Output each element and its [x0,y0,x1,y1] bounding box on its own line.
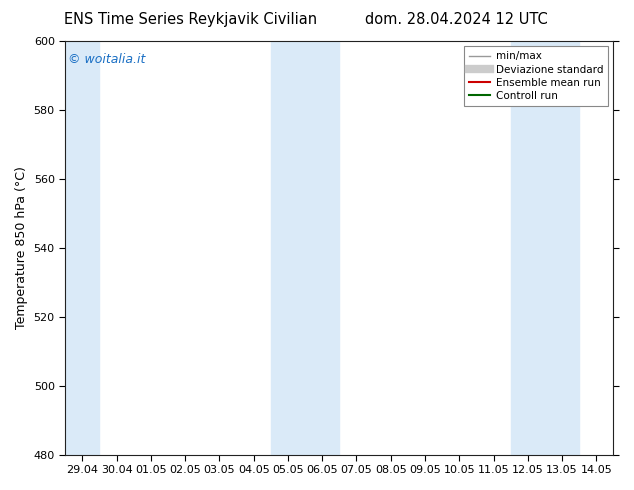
Bar [510,41,579,455]
Bar [271,41,339,455]
Bar [65,41,100,455]
Legend: min/max, Deviazione standard, Ensemble mean run, Controll run: min/max, Deviazione standard, Ensemble m… [464,46,608,106]
Text: dom. 28.04.2024 12 UTC: dom. 28.04.2024 12 UTC [365,12,548,27]
Y-axis label: Temperature 850 hPa (°C): Temperature 850 hPa (°C) [15,167,28,329]
Text: © woitalia.it: © woitalia.it [68,53,145,67]
Text: ENS Time Series Reykjavik Civilian: ENS Time Series Reykjavik Civilian [63,12,317,27]
